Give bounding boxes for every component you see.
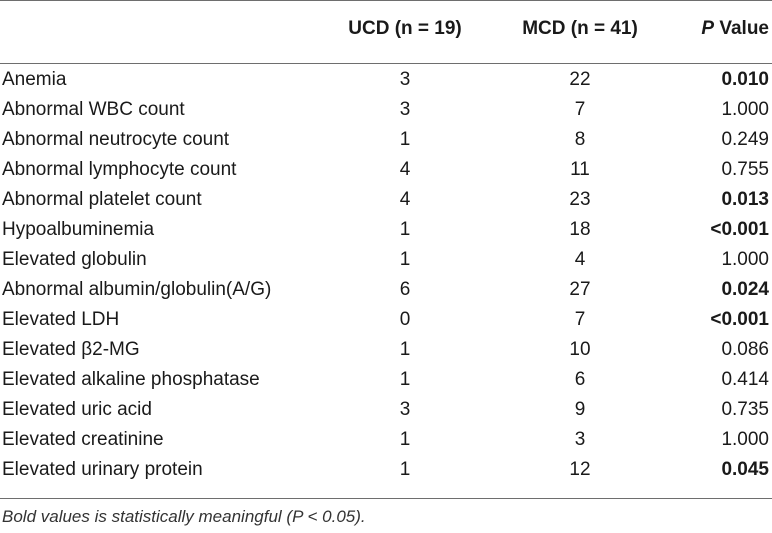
row-label: Abnormal neutrocyte count [2, 129, 230, 150]
row-mcd-count: 22 [569, 69, 591, 90]
row-mcd-count: 12 [569, 459, 591, 480]
row-ucd-count: 3 [399, 99, 411, 120]
row-ucd-count: 1 [399, 339, 411, 360]
row-label: Abnormal albumin/globulin(A/G) [2, 279, 272, 300]
row-label: Elevated LDH [2, 309, 120, 330]
row-label: Abnormal lymphocyte count [2, 159, 237, 180]
table-row: Elevated β2-MG 1 10 0.086 [0, 335, 772, 365]
header-mcd: MCD (n = 41) [522, 18, 638, 39]
row-p-value: 0.010 [721, 69, 769, 90]
row-mcd-count: 3 [574, 429, 586, 450]
row-label: Elevated creatinine [2, 429, 164, 450]
row-label: Elevated alkaline phosphatase [2, 369, 260, 390]
row-label: Anemia [2, 69, 67, 90]
table-row: Elevated uric acid 3 9 0.735 [0, 395, 772, 425]
row-label: Elevated β2-MG [2, 339, 140, 360]
header-p-value: P Value [670, 8, 772, 50]
row-p-value: <0.001 [710, 219, 769, 240]
table-row: Anemia 3 22 0.010 [0, 65, 772, 95]
header-ucd: UCD (n = 19) [348, 18, 462, 39]
row-ucd-count: 3 [399, 69, 411, 90]
row-ucd-count: 6 [399, 279, 411, 300]
table-row: Abnormal neutrocyte count 1 8 0.249 [0, 125, 772, 155]
table-row: Abnormal albumin/globulin(A/G) 6 27 0.024 [0, 275, 772, 305]
row-mcd-count: 18 [569, 219, 591, 240]
row-mcd-count: 4 [574, 249, 586, 270]
row-p-value: 1.000 [721, 99, 769, 120]
table-header: UCD (n = 19) MCD (n = 41) P Value [0, 8, 772, 65]
row-mcd-count: 8 [574, 129, 586, 150]
row-ucd-count: 0 [399, 309, 411, 330]
row-ucd-count: 1 [399, 369, 411, 390]
row-mcd-count: 9 [574, 399, 586, 420]
table-footnote: Bold values is statistically meaningful … [2, 507, 366, 526]
row-p-value: 0.086 [721, 339, 769, 360]
table-body: Anemia 3 22 0.010 Abnormal WBC count 3 7 1.000 A… [0, 65, 772, 485]
row-ucd-count: 4 [399, 189, 411, 210]
table-bottom-rule [0, 498, 772, 499]
row-ucd-count: 1 [399, 219, 411, 240]
row-p-value: 0.249 [721, 129, 769, 150]
row-p-value: 0.735 [721, 399, 769, 420]
row-p-value: 0.755 [721, 159, 769, 180]
row-ucd-count: 1 [399, 129, 411, 150]
row-p-value: 0.045 [721, 459, 769, 480]
row-p-value: 0.414 [721, 369, 769, 390]
header-p-letter: P [701, 18, 715, 39]
row-ucd-count: 3 [399, 399, 411, 420]
row-ucd-count: 4 [399, 159, 411, 180]
row-label: Elevated urinary protein [2, 459, 203, 480]
header-label [0, 8, 320, 50]
row-label: Elevated uric acid [2, 399, 152, 420]
table-row: Abnormal WBC count 3 7 1.000 [0, 95, 772, 125]
row-p-value: 1.000 [721, 429, 769, 450]
row-mcd-count: 10 [569, 339, 591, 360]
table-header-rule [0, 63, 772, 64]
row-mcd-count: 11 [570, 159, 590, 180]
header-p-word: Value [714, 18, 769, 39]
table-row: Elevated alkaline phosphatase 1 6 0.414 [0, 365, 772, 395]
row-label: Abnormal platelet count [2, 189, 202, 210]
row-p-value: 1.000 [721, 249, 769, 270]
row-label: Abnormal WBC count [2, 99, 185, 120]
row-ucd-count: 1 [399, 249, 411, 270]
table-row: Elevated urinary protein 1 12 0.045 [0, 455, 772, 485]
row-mcd-count: 27 [569, 279, 591, 300]
row-ucd-count: 1 [399, 429, 411, 450]
row-p-value: <0.001 [710, 309, 769, 330]
row-mcd-count: 23 [569, 189, 591, 210]
table-top-rule [0, 0, 772, 1]
row-label: Hypoalbuminemia [2, 219, 155, 240]
table-row: Elevated creatinine 1 3 1.000 [0, 425, 772, 455]
table-row: Abnormal lymphocyte count 4 11 0.755 [0, 155, 772, 185]
table-row: Abnormal platelet count 4 23 0.013 [0, 185, 772, 215]
row-mcd-count: 6 [574, 369, 586, 390]
row-ucd-count: 1 [399, 459, 411, 480]
row-label: Elevated globulin [2, 249, 147, 270]
table-row: Elevated globulin 1 4 1.000 [0, 245, 772, 275]
row-p-value: 0.024 [721, 279, 769, 300]
row-mcd-count: 7 [574, 309, 586, 330]
table-row: Elevated LDH 0 7 <0.001 [0, 305, 772, 335]
table-row: Hypoalbuminemia 1 18 <0.001 [0, 215, 772, 245]
lab-findings-table: UCD (n = 19) MCD (n = 41) P Value Anemia… [0, 8, 772, 485]
row-mcd-count: 7 [574, 99, 586, 120]
row-p-value: 0.013 [721, 189, 769, 210]
